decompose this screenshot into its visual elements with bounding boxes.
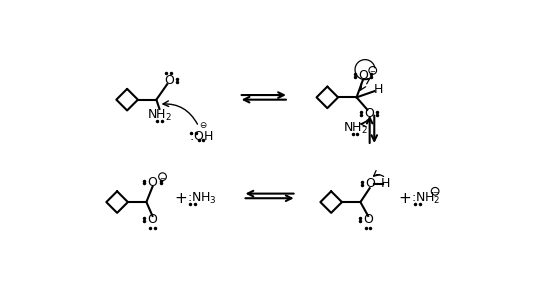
Text: +: + <box>175 191 187 206</box>
Text: +: + <box>398 191 411 206</box>
Text: O: O <box>147 176 157 189</box>
Text: H: H <box>381 177 391 190</box>
Text: $-$: $-$ <box>431 188 438 194</box>
Text: H: H <box>373 83 383 96</box>
Text: NH$_2$: NH$_2$ <box>147 108 172 122</box>
Text: $-$: $-$ <box>159 174 166 180</box>
Text: O: O <box>164 74 174 87</box>
Text: O: O <box>366 177 375 190</box>
Text: O: O <box>363 213 373 226</box>
Text: NH$_2$: NH$_2$ <box>343 121 368 136</box>
Text: :NH$_3$: :NH$_3$ <box>187 191 217 206</box>
Text: O: O <box>364 107 374 120</box>
Text: $-$: $-$ <box>369 67 376 73</box>
Text: :NH$_2$: :NH$_2$ <box>411 191 440 206</box>
Text: O: O <box>358 69 368 82</box>
Text: :$\overset{\ominus}{\mathrm{OH}}$: :$\overset{\ominus}{\mathrm{OH}}$ <box>189 122 213 143</box>
Text: O: O <box>147 213 157 226</box>
